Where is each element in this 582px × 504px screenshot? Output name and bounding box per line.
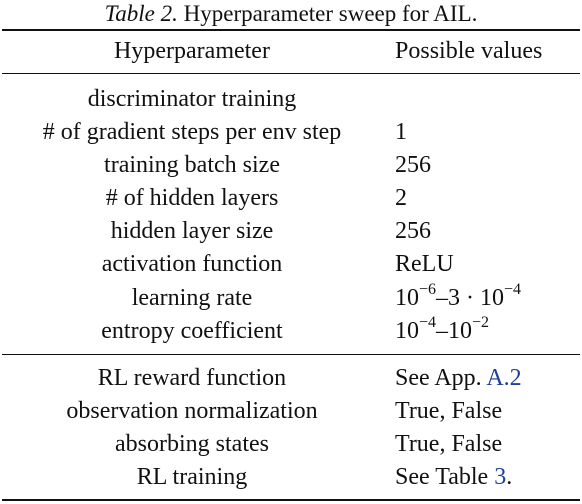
header-rule xyxy=(2,73,580,74)
table-row: training batch size 256 xyxy=(0,149,582,182)
param-name: # of gradient steps per env step xyxy=(42,119,342,145)
math-exponent: −4 xyxy=(504,281,522,298)
param-value: 256 xyxy=(395,152,431,178)
param-name: entropy coefficient xyxy=(101,318,283,344)
param-value: ReLU xyxy=(395,251,454,277)
value-prefix: See App. xyxy=(395,365,487,391)
param-name: observation normalization xyxy=(66,398,318,424)
param-value: 2 xyxy=(395,185,407,211)
param-name: hidden layer size xyxy=(110,218,274,244)
header-hyperparameter: Hyperparameter xyxy=(114,38,270,64)
table-row: absorbing states True, False xyxy=(0,428,582,461)
param-name: absorbing states xyxy=(115,431,269,457)
appendix-ref-link[interactable]: A.2 xyxy=(486,365,522,391)
table-row: RL training See Table 3. xyxy=(0,461,582,494)
value-prefix: See Table xyxy=(395,464,495,490)
table-caption: Table 2. Hyperparameter sweep for AIL. xyxy=(0,1,582,27)
param-value: See App. A.2 xyxy=(395,362,522,395)
math-base: 10 xyxy=(395,285,419,311)
table-row: learning rate 10−6–3 · 10−4 xyxy=(0,282,582,315)
table-row: activation function ReLU xyxy=(0,248,582,281)
table-row: entropy coefficient 10−4–10−2 xyxy=(0,315,582,348)
math-base: 10 xyxy=(395,318,419,344)
param-name: RL training xyxy=(136,464,248,490)
group-title-row: discriminator training xyxy=(0,83,582,116)
param-name: activation function xyxy=(101,251,283,277)
table-ref-link[interactable]: 3 xyxy=(494,464,507,490)
param-name: learning rate xyxy=(131,285,253,311)
param-value-math: 10−4–10−2 xyxy=(395,315,489,348)
table-row: RL reward function See App. A.2 xyxy=(0,362,582,395)
math-exponent: −2 xyxy=(472,314,490,331)
math-middle: –10 xyxy=(436,318,473,344)
group-title-discriminator-training: discriminator training xyxy=(87,86,297,112)
table-row: observation normalization True, False xyxy=(0,395,582,428)
math-exponent: −6 xyxy=(419,281,437,298)
bottom-rule xyxy=(2,499,580,501)
param-value: True, False xyxy=(395,398,503,424)
param-value: 256 xyxy=(395,218,431,244)
param-value: 1 xyxy=(395,119,407,145)
caption-label: Table 2. xyxy=(104,1,178,26)
param-value: True, False xyxy=(395,431,503,457)
param-name: RL reward function xyxy=(97,365,287,391)
header-possible-values: Possible values xyxy=(395,38,543,64)
table-row: # of hidden layers 2 xyxy=(0,182,582,215)
caption-text: Hyperparameter sweep for AIL. xyxy=(177,1,478,26)
param-name: # of hidden layers xyxy=(105,185,279,211)
param-value-math: 10−6–3 · 10−4 xyxy=(395,282,521,315)
math-middle: –3 · 10 xyxy=(436,285,505,311)
header-row: Hyperparameter Possible values xyxy=(0,35,582,68)
value-suffix: . xyxy=(506,464,513,490)
table-row: # of gradient steps per env step 1 xyxy=(0,116,582,149)
param-name: training batch size xyxy=(104,152,280,178)
top-rule xyxy=(2,29,580,31)
table-row: hidden layer size 256 xyxy=(0,215,582,248)
math-exponent: −4 xyxy=(419,314,437,331)
param-value: See Table 3. xyxy=(395,461,512,494)
section-rule xyxy=(2,354,580,355)
